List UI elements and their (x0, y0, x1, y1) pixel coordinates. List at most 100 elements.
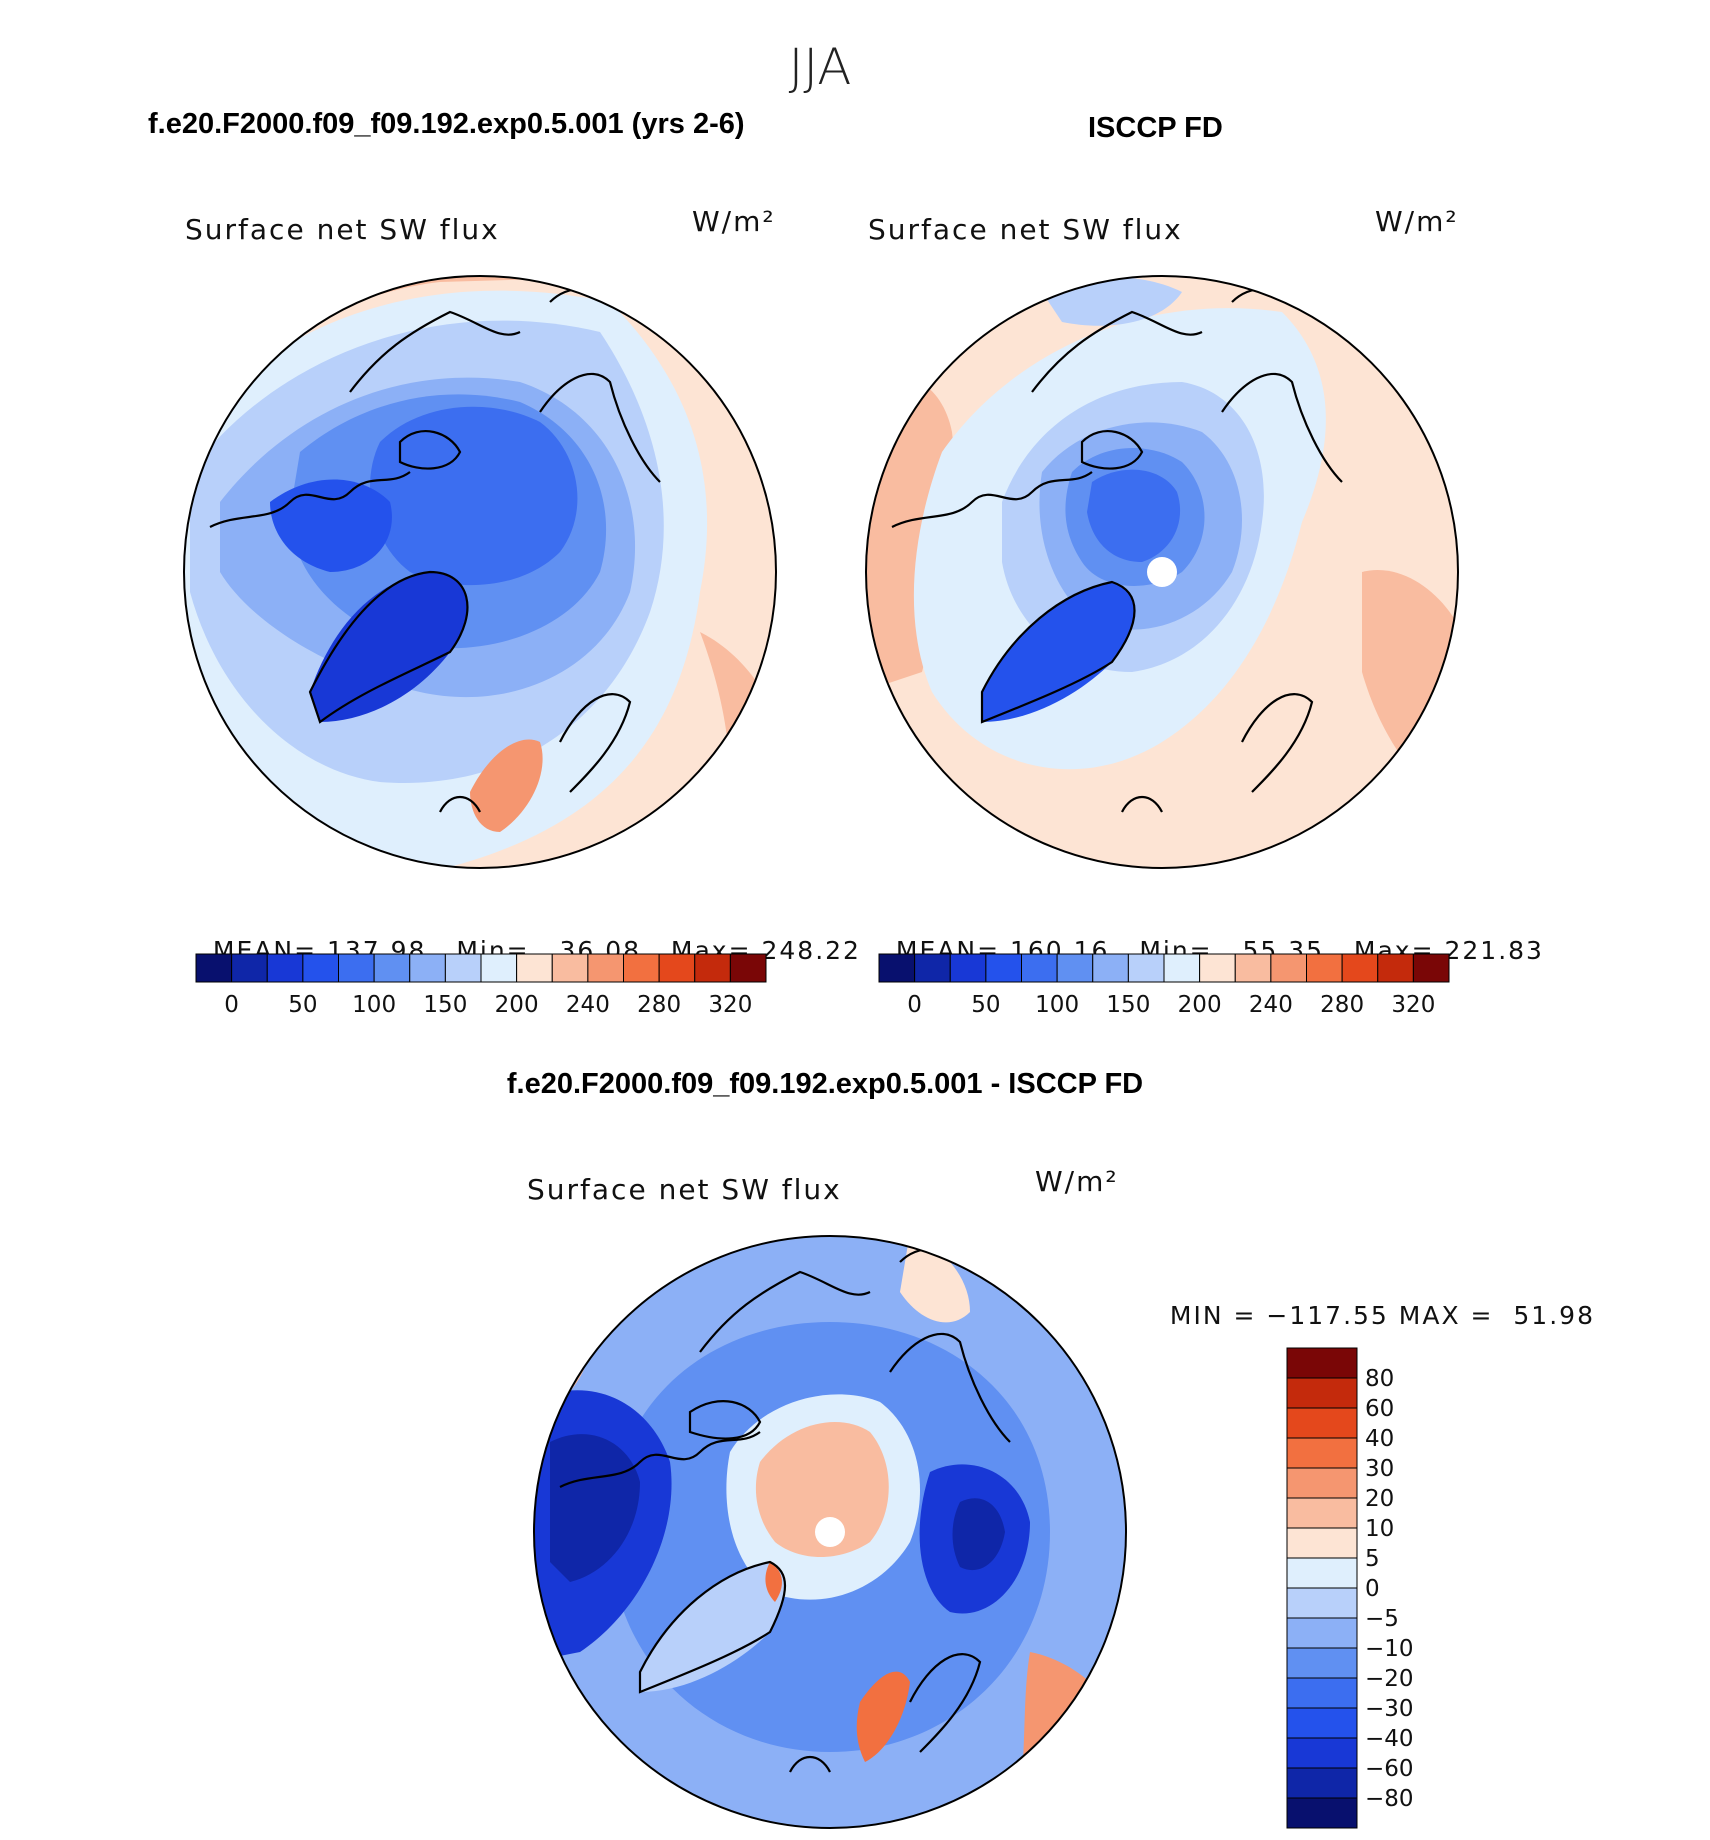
model-max-value: 248.22 (761, 936, 861, 965)
diff-colorbar-tick-label: 40 (1365, 1426, 1394, 1452)
model-field-deep-blue (370, 406, 578, 586)
model-greenland-core (310, 572, 468, 722)
obs-colorbar-tick-label: 320 (1391, 992, 1435, 1018)
obs-colorbar-tick-label: 100 (1035, 992, 1079, 1018)
diff-pole-hole (815, 1517, 845, 1547)
obs-colorbar-box (1127, 953, 1165, 983)
obs-colorbar-box (1341, 953, 1379, 983)
obs-colorbar-box (914, 953, 951, 983)
diff-panel-title: f.e20.F2000.f09_f09.192.exp0.5.001 - ISC… (506, 1068, 1144, 1100)
obs-colorbar-box (878, 953, 916, 983)
model-colorbar-box (444, 953, 482, 983)
obs-colorbar-box (1270, 953, 1307, 983)
model-scandinavia-warm (470, 739, 543, 832)
diff-colorbar-tick-label: 5 (1365, 1546, 1380, 1572)
model-map-border (183, 275, 777, 869)
diff-colorbar-tick-label: −30 (1365, 1696, 1414, 1722)
diff-units: W/m² (1035, 1165, 1119, 1198)
diff-field-west-core (550, 1434, 640, 1582)
obs-colorbar-box (1377, 953, 1414, 983)
season-title: JJA (788, 38, 852, 96)
model-panel-title: f.e20.F2000.f09_f09.192.exp0.5.001 (yrs … (148, 108, 745, 140)
model-colorbar-box (658, 953, 696, 983)
obs-coastlines (891, 287, 1343, 813)
diff-stats: MIN = −117.55 MAX = 51.98 (1150, 1272, 1595, 1330)
diff-greenland-mix (640, 1562, 785, 1692)
model-colorbar-box (231, 953, 268, 983)
model-colorbar-tick-label: 0 (224, 992, 239, 1018)
diff-colorbar-tick-label: −40 (1365, 1726, 1414, 1752)
diff-field-warm-center (755, 1422, 889, 1557)
diff-colorbar: 80 60 40 30 20 10 5 0 −5 −10 −20 −30 −40 −60 −80 (1286, 1347, 1414, 1829)
diff-colorbar-box (1286, 1557, 1358, 1589)
model-colorbar-tick-label: 150 (423, 992, 467, 1018)
diff-scandinavia-warm (856, 1671, 910, 1762)
obs-colorbar-tick-label: 240 (1249, 992, 1293, 1018)
obs-colorbar-box (1412, 953, 1450, 983)
diff-colorbar-tick-label: 0 (1365, 1576, 1380, 1602)
diff-field-east-core (952, 1498, 1005, 1571)
model-colorbar-box (409, 953, 446, 983)
diff-colorbar-box (1286, 1407, 1358, 1439)
obs-units: W/m² (1375, 205, 1459, 238)
diff-polar-map (533, 1235, 1127, 1829)
obs-colorbar-box (1306, 953, 1343, 983)
diff-subtitle: Surface net SW flux (527, 1173, 842, 1206)
model-colorbar-box (266, 953, 304, 983)
diff-colorbar-box (1286, 1617, 1358, 1649)
diff-max-value: 51.98 (1513, 1301, 1595, 1330)
obs-panel-title: ISCCP FD (1088, 112, 1223, 144)
diff-max-label: MAX = (1398, 1301, 1494, 1330)
obs-colorbar-box (1234, 953, 1272, 983)
model-colorbar: 0 50 100 150 200 240 280 320 (195, 953, 767, 1018)
obs-colorbar-box (1021, 953, 1058, 983)
model-colorbar-box (623, 953, 660, 983)
diff-colorbar-box (1286, 1347, 1358, 1379)
diff-min-value: −117.55 (1266, 1301, 1389, 1330)
diff-coastlines (559, 1247, 1011, 1773)
diff-colorbar-box (1286, 1767, 1358, 1799)
model-colorbar-box (373, 953, 411, 983)
model-units: W/m² (692, 205, 776, 238)
model-colorbar-box (302, 953, 339, 983)
diff-field-ne-warm (900, 1236, 970, 1323)
diff-colorbar-tick-label: −20 (1365, 1666, 1414, 1692)
obs-subtitle: Surface net SW flux (868, 213, 1183, 246)
diff-colorbar-box (1286, 1707, 1358, 1739)
obs-greenland-core (982, 582, 1135, 722)
diff-colorbar-box (1286, 1647, 1358, 1679)
model-colorbar-box (516, 953, 553, 983)
obs-max-value: 221.83 (1444, 936, 1544, 965)
model-colorbar-box (551, 953, 589, 983)
diff-colorbar-tick-label: −60 (1365, 1756, 1414, 1782)
diff-colorbar-tick-label: 80 (1365, 1366, 1394, 1392)
diff-colorbar-box (1286, 1437, 1358, 1469)
obs-pole-hole (1147, 557, 1177, 587)
obs-colorbar-box (1056, 953, 1094, 983)
diff-colorbar-box (1286, 1677, 1358, 1709)
diff-colorbar-tick-label: −80 (1365, 1786, 1414, 1812)
model-colorbar-tick-label: 100 (352, 992, 396, 1018)
model-colorbar-tick-label: 280 (637, 992, 681, 1018)
obs-colorbar-box (1199, 953, 1236, 983)
diff-colorbar-box (1286, 1797, 1358, 1829)
diff-colorbar-tick-label: −5 (1365, 1606, 1399, 1632)
diff-colorbar-box (1286, 1587, 1358, 1619)
diff-colorbar-tick-label: 60 (1365, 1396, 1394, 1422)
obs-colorbar: 0 50 100 150 200 240 280 320 (878, 953, 1450, 1018)
diff-colorbar-tick-label: −10 (1365, 1636, 1414, 1662)
diff-colorbar-box (1286, 1377, 1358, 1409)
diff-greenland-edge (765, 1562, 782, 1602)
model-subtitle: Surface net SW flux (185, 213, 500, 246)
diff-colorbar-tick-label: 20 (1365, 1486, 1394, 1512)
model-polar-map (183, 275, 777, 869)
model-colorbar-box (195, 953, 233, 983)
diff-field-south-warm (1010, 1652, 1126, 1828)
diff-colorbar-tick-label: 10 (1365, 1516, 1394, 1542)
diff-min-label: MIN = (1169, 1301, 1257, 1330)
model-colorbar-box (480, 953, 518, 983)
model-colorbar-box (587, 953, 624, 983)
obs-colorbar-box (1163, 953, 1201, 983)
obs-colorbar-tick-label: 0 (907, 992, 922, 1018)
obs-colorbar-box (949, 953, 987, 983)
